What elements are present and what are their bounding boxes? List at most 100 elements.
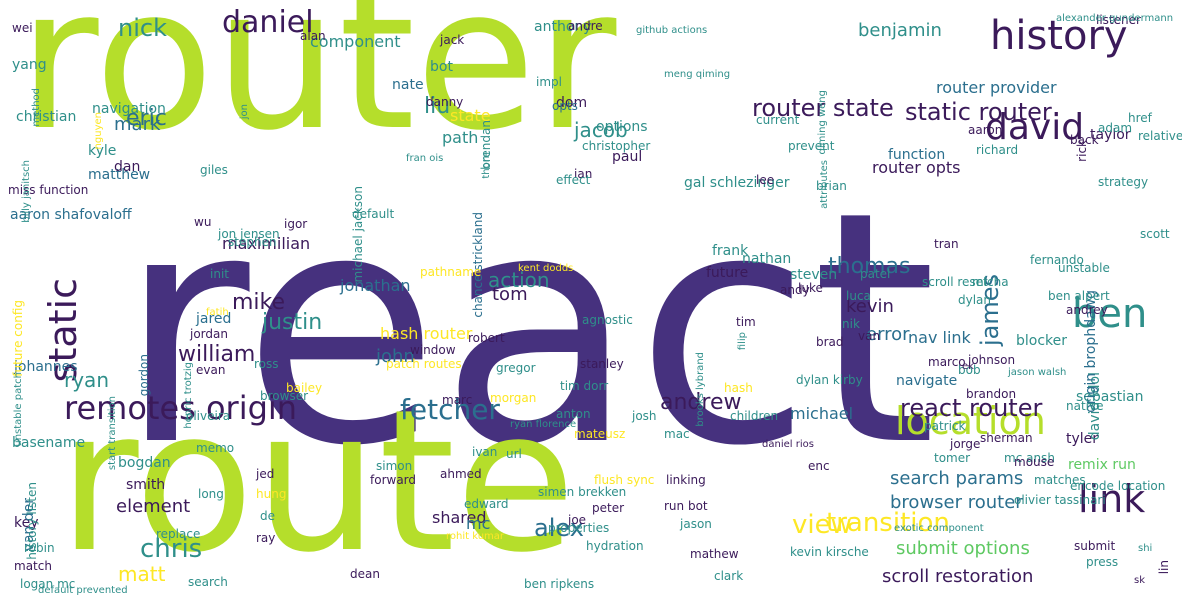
word-sebastian: sebastian: [1076, 389, 1144, 405]
word-alexander-gundermann: alexander gundermann: [1056, 13, 1174, 24]
word-submit: submit: [1074, 539, 1116, 553]
word-route: route: [58, 368, 576, 596]
word-strategy: strategy: [1098, 175, 1149, 189]
word-tim: tim: [736, 315, 756, 329]
word-fran-ois: fran ois: [406, 153, 444, 164]
word-richard: richard: [976, 143, 1019, 157]
word-bailey: bailey: [286, 381, 323, 395]
word-press: press: [1086, 555, 1119, 569]
word-basename: basename: [12, 435, 86, 451]
word-patch-routes: patch routes: [386, 357, 462, 371]
word-henric-trotzig: henric trotzig: [183, 362, 194, 429]
word-unstable: unstable: [1058, 261, 1110, 275]
word-attributes: attributes: [819, 160, 830, 209]
word-liu: liu: [424, 94, 451, 119]
word-chris: chris: [140, 534, 203, 564]
word-history-listen: history listen: [25, 482, 39, 560]
word-brandon: brandon: [966, 387, 1017, 401]
word-aaron-shafovaloff: aaron shafovaloff: [10, 207, 132, 223]
word-properties: properties: [548, 521, 610, 535]
word-agnostic: agnostic: [582, 313, 633, 327]
word-jon-jensen: jon jensen: [218, 227, 280, 241]
word-mathew: mathew: [690, 547, 739, 561]
word-lin: lin: [1157, 560, 1171, 575]
word-mouse: mouse: [1014, 455, 1055, 469]
word-andrew: andrew: [660, 390, 742, 415]
word-replace: replace: [156, 527, 201, 541]
word-flush-sync: flush sync: [594, 473, 655, 487]
word-element: element: [116, 496, 191, 517]
word-hash: hash: [724, 381, 753, 395]
word-scroll-restoration: scroll restoration: [882, 566, 1034, 587]
word-morgan: morgan: [490, 391, 537, 405]
word-children: children: [730, 409, 779, 423]
word-wu: wu: [194, 215, 212, 229]
word-effect: effect: [556, 173, 591, 187]
word-scott: scott: [1140, 227, 1170, 241]
word-fetcher: fetcher: [400, 393, 500, 426]
word-tomer: tomer: [934, 451, 971, 465]
word-search: search: [188, 575, 228, 589]
word-christian: christian: [16, 109, 77, 125]
word-component: component: [310, 32, 401, 51]
word-frank: frank: [712, 243, 749, 259]
word-anthony: anthony: [534, 19, 592, 35]
word-location: location: [895, 399, 1046, 443]
word-stephen: stephen: [228, 235, 277, 249]
word-ryan-florence: ryan florence: [510, 419, 577, 430]
word-init: init: [210, 267, 229, 281]
word-clark: clark: [714, 569, 744, 583]
word-daniel-rios: daniel rios: [762, 439, 814, 450]
word-olivier-tassinari: olivier tassinari: [1014, 493, 1106, 507]
word-simon: simon: [376, 459, 413, 473]
word-tyler: tyler: [1066, 431, 1099, 447]
word-scroll-reset: scroll reset: [922, 275, 988, 289]
word-ross: ross: [254, 357, 279, 371]
word-taylor: taylor: [1090, 127, 1131, 143]
word-michael: michael: [790, 404, 854, 423]
word-pathname: pathname: [420, 265, 482, 279]
word-run-bot: run bot: [664, 499, 708, 513]
word-fernando: fernando: [1030, 253, 1084, 267]
word-josh: josh: [632, 409, 657, 423]
word-marco: marco: [928, 355, 966, 369]
word-match: match: [14, 559, 52, 573]
word-options: options: [596, 119, 648, 135]
word-jason: jason: [680, 517, 712, 531]
word-linking: linking: [666, 473, 706, 487]
word-evan: evan: [196, 363, 226, 377]
word-matches: matches: [1034, 473, 1086, 487]
word-gregor: gregor: [496, 361, 536, 375]
word-bot: bot: [430, 59, 453, 75]
word-mac: mac: [664, 427, 690, 441]
word-david: david: [985, 107, 1085, 148]
word-igor: igor: [284, 217, 308, 231]
word-hash-router: hash router: [380, 324, 473, 343]
word-tom: tom: [492, 284, 528, 305]
word-william: william: [178, 342, 256, 367]
word-nate: nate: [392, 77, 424, 93]
word-robin: robin: [24, 541, 55, 555]
word-transition: transition: [826, 508, 950, 538]
word-wei: wei: [12, 21, 33, 35]
word-back: back: [1070, 133, 1099, 147]
word-nguyen: nguyen: [93, 112, 104, 150]
word-impl: impl: [536, 75, 562, 89]
word-href: href: [1128, 111, 1152, 125]
word-michael-jackson: michael jackson: [351, 186, 365, 283]
word-router-state: router state: [752, 94, 894, 122]
word-remix-run: remix run: [1068, 457, 1136, 473]
word-mike: mike: [232, 290, 286, 315]
word-jorge: jorge: [950, 437, 981, 451]
word-simen-brekken: simen brekken: [538, 485, 627, 499]
word-joe: joe: [568, 513, 587, 527]
word-kyle: kyle: [88, 143, 117, 159]
word-alan: alan: [300, 29, 326, 43]
word-dan: dan: [114, 159, 141, 175]
word-meng-qiming: meng qiming: [664, 69, 731, 80]
word-view: view: [792, 510, 852, 540]
word-ahmed: ahmed: [440, 467, 482, 481]
word-method: method: [31, 88, 42, 127]
word-peter: peter: [592, 501, 625, 515]
word-de: de: [260, 509, 275, 523]
